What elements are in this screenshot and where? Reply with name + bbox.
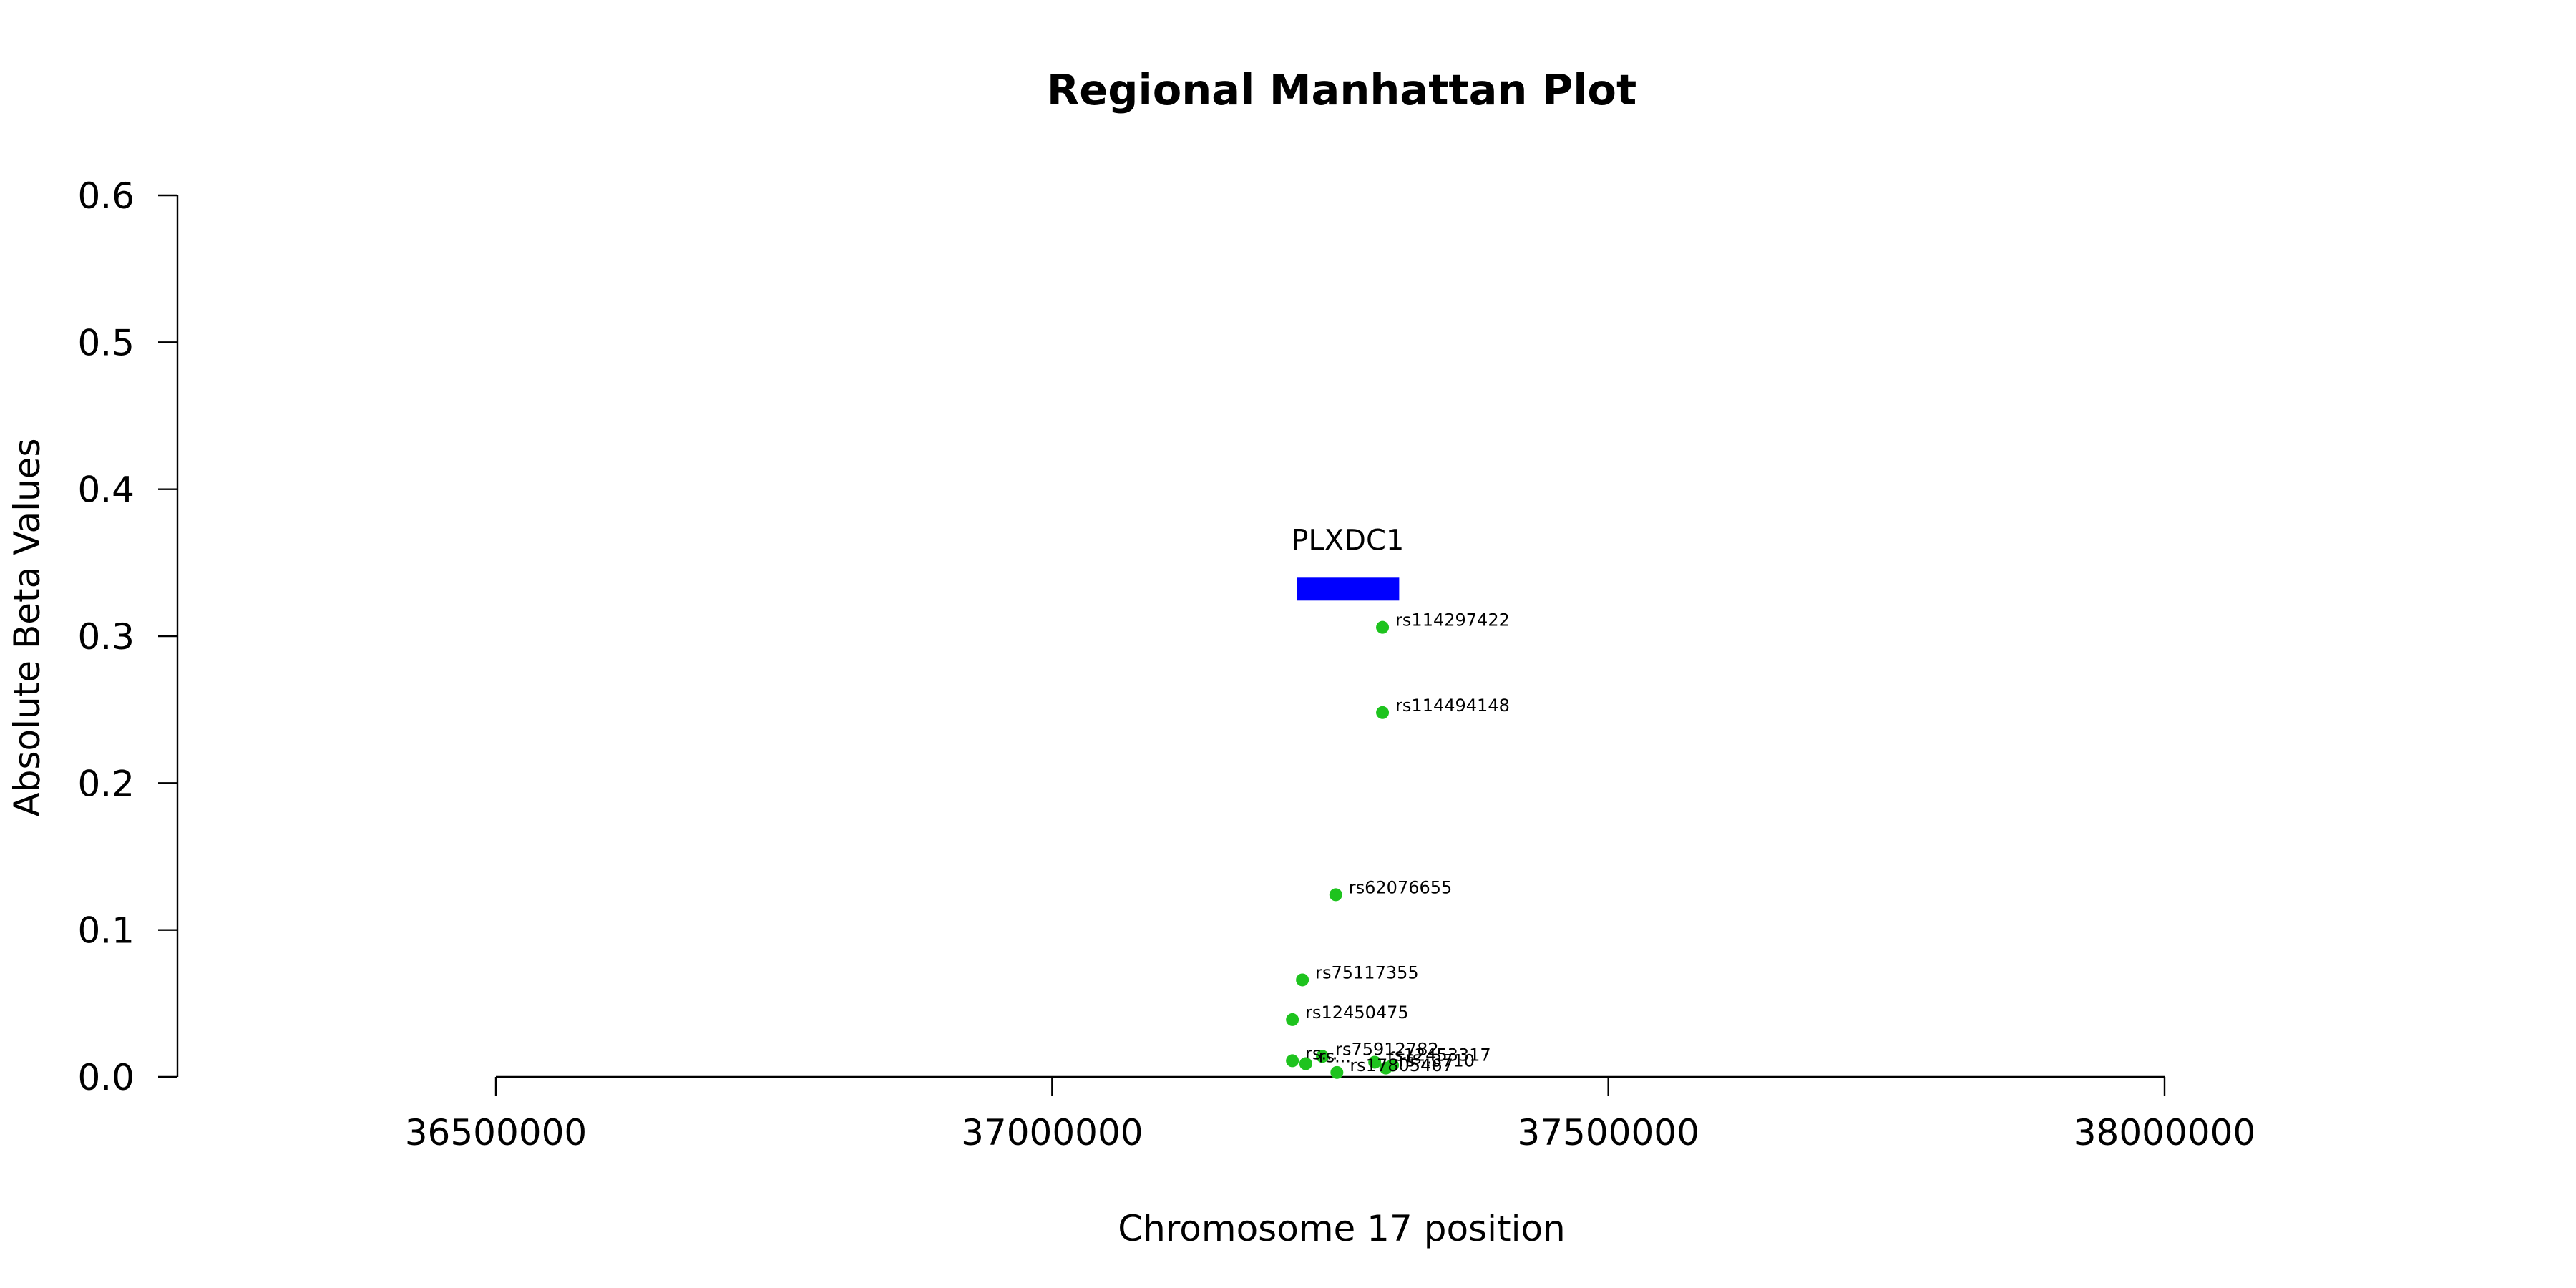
y-axis: 0.0 0.1 0.2 0.3 0.4 0.5 0.6 <box>77 175 179 1098</box>
gene-label: PLXDC1 <box>1291 524 1404 557</box>
snp-point <box>1376 706 1390 719</box>
snp-label: rs17805467 <box>1350 1055 1453 1075</box>
y-tick-label: 0.6 <box>77 175 135 217</box>
snp-label: rs... <box>1405 1048 1438 1068</box>
x-tick-label: 36500000 <box>405 1112 587 1153</box>
snp-label: rs...3710 <box>1399 1051 1475 1071</box>
x-tick-label: 38000000 <box>2074 1112 2256 1153</box>
snp-label: rs12453317 <box>1387 1045 1491 1065</box>
snp-label: rs75912782 <box>1335 1039 1439 1059</box>
snp-point <box>1368 1055 1382 1069</box>
y-tick-label: 0.3 <box>77 616 135 658</box>
y-tick-label: 0.4 <box>77 469 135 511</box>
x-axis-label: Chromosome 17 position <box>1118 1208 1566 1249</box>
snp-point <box>1330 1065 1344 1079</box>
snp-label: rs... <box>1319 1047 1351 1067</box>
snp-point <box>1376 620 1390 634</box>
snp-label: rs12450475 <box>1305 1002 1409 1023</box>
snp-point <box>1286 1013 1299 1026</box>
chart-title: Regional Manhattan Plot <box>1047 65 1636 114</box>
snp-point <box>1299 1057 1312 1070</box>
y-tick-label: 0.0 <box>77 1057 135 1098</box>
snp-point <box>1296 973 1309 987</box>
snp-point <box>1286 1054 1299 1068</box>
y-tick-label: 0.5 <box>77 322 135 364</box>
snp-point <box>1316 1050 1330 1063</box>
x-tick-label: 37000000 <box>961 1112 1143 1153</box>
y-tick-label: 0.1 <box>77 910 135 952</box>
x-axis: 36500000 37000000 37500000 38000000 <box>405 1075 2256 1153</box>
snp-label: rs114297422 <box>1395 610 1510 630</box>
y-tick-label: 0.2 <box>77 763 135 804</box>
snp-point <box>1379 1061 1392 1075</box>
gene-bar <box>1297 577 1400 601</box>
snp-point <box>1329 888 1342 902</box>
gene-track: PLXDC1 <box>1291 524 1404 601</box>
snp-label: rs62076655 <box>1349 877 1453 897</box>
y-axis-label: Absolute Beta Values <box>6 439 48 817</box>
snp-points: rs114297422 rs114494148 rs62076655 rs751173… <box>1286 610 1510 1079</box>
snp-label: rs114494148 <box>1395 696 1510 716</box>
snp-label: rs75117355 <box>1315 962 1419 982</box>
x-tick-label: 37500000 <box>1517 1112 1699 1153</box>
